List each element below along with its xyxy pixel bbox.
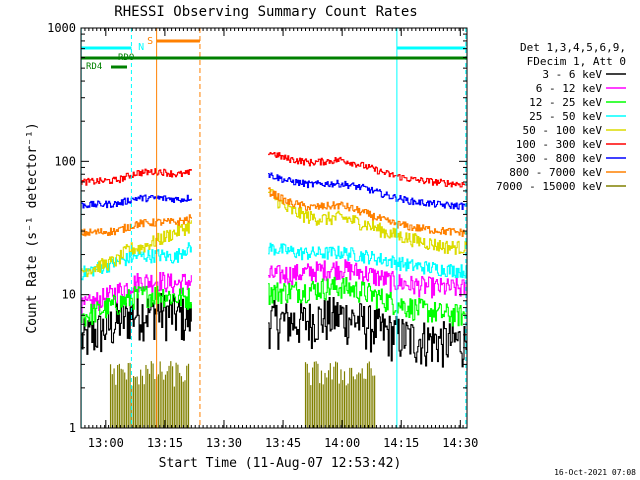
legend-label: 800 - 7000 keV bbox=[509, 166, 602, 179]
flag-markers: NS RDO RD4 bbox=[80, 28, 467, 428]
y-axis-label: Count Rate (s⁻¹ detector⁻¹) bbox=[25, 122, 40, 333]
series-line-6-part-0 bbox=[81, 194, 192, 209]
series-line-1-part-1 bbox=[268, 259, 468, 299]
x-tick-label: 13:30 bbox=[206, 436, 242, 450]
series-line-4-part-1 bbox=[268, 188, 468, 255]
flag-rdo-label: RDO bbox=[118, 53, 134, 63]
saa-background bbox=[109, 361, 376, 428]
x-tick-label: 14:15 bbox=[383, 436, 419, 450]
series-line-6-part-1 bbox=[268, 172, 468, 211]
flag-n-label: N bbox=[138, 42, 144, 53]
y-tick-label: 100 bbox=[54, 154, 76, 168]
flag-rd4-label: RD4 bbox=[86, 62, 102, 72]
x-tick-label: 14:30 bbox=[442, 436, 478, 450]
series-line-3-part-1 bbox=[268, 242, 468, 279]
series-line-2-part-1 bbox=[268, 276, 468, 327]
legend-label: 300 - 800 keV bbox=[516, 152, 602, 165]
x-tick-label: 14:00 bbox=[324, 436, 360, 450]
legend-label: 3 - 6 keV bbox=[542, 68, 602, 81]
y-tick-label: 1 bbox=[69, 421, 76, 435]
x-tick-label: 13:00 bbox=[88, 436, 124, 450]
plot-frame bbox=[80, 27, 468, 429]
legend-header-line-1: Det 1,3,4,5,6,9, bbox=[520, 41, 626, 54]
legend-label: 25 - 50 keV bbox=[529, 110, 602, 123]
chart-title: RHESSI Observing Summary Count Rates bbox=[114, 4, 417, 20]
series-line-0-part-1 bbox=[268, 296, 468, 371]
legend-label: 7000 - 15000 keV bbox=[496, 180, 602, 193]
axis-ticks: 13:00 13:15 13:30 13:45 14:00 14:15 14:30 1 10 10… bbox=[47, 21, 478, 450]
series-lines bbox=[81, 151, 468, 371]
series-line-7-part-0 bbox=[81, 214, 192, 237]
x-axis-label: Start Time (11-Aug-07 12:53:42) bbox=[159, 456, 402, 471]
series-line-2-part-0 bbox=[81, 285, 192, 327]
legend-header-line-2: FDecim 1, Att 0 bbox=[527, 55, 626, 68]
legend-label: 50 - 100 keV bbox=[523, 124, 603, 137]
series-line-5-part-1 bbox=[268, 151, 468, 188]
x-tick-label: 13:15 bbox=[147, 436, 183, 450]
legend-label: 12 - 25 keV bbox=[529, 96, 602, 109]
legend-label: 6 - 12 keV bbox=[536, 82, 603, 95]
y-tick-label: 1000 bbox=[47, 21, 76, 35]
flag-s-label: S bbox=[147, 36, 153, 47]
series-line-7-part-1 bbox=[268, 187, 468, 238]
generation-timestamp: 16-Oct-2021 07:08 bbox=[554, 468, 636, 477]
series-line-5-part-0 bbox=[81, 168, 192, 186]
series-line-4-part-0 bbox=[81, 220, 192, 278]
series-line-0-part-0 bbox=[81, 292, 192, 355]
y-tick-label: 10 bbox=[62, 288, 76, 302]
x-tick-label: 13:45 bbox=[265, 436, 301, 450]
legend-label: 100 - 300 keV bbox=[516, 138, 602, 151]
